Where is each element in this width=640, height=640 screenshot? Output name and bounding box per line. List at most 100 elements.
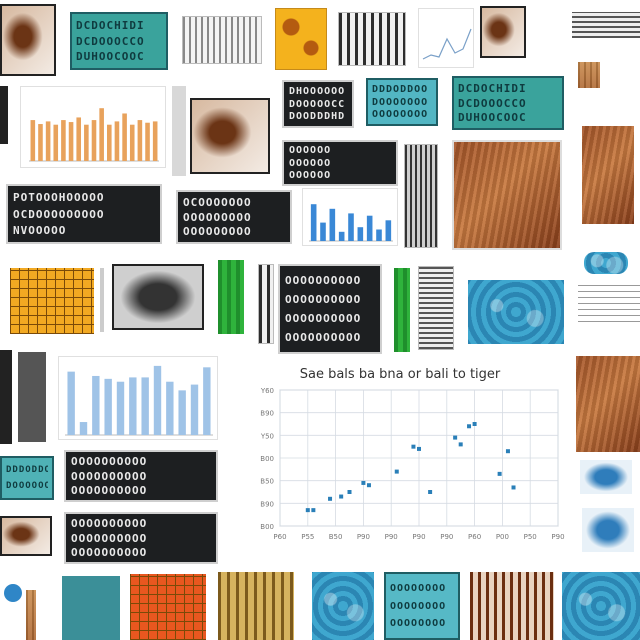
text-line: OOOOOOOOOO [71, 469, 148, 483]
blue-bar-chart-tile [58, 356, 218, 440]
dark-text-tile: POTOOOHOOOOO OCDOOOOOOOOO NVOOOOO [6, 184, 162, 244]
text-line: OCOOOOOOO [183, 195, 252, 209]
bar [107, 124, 112, 161]
blue-bar-chart-tile [302, 188, 398, 246]
bar [153, 365, 162, 435]
scatter-point [458, 442, 463, 447]
blue-circle-tile [4, 584, 22, 602]
bar [38, 124, 43, 161]
text-line: DOODDDHD [289, 111, 346, 123]
text-line: DDDODDOO [6, 465, 48, 476]
scatter-points [305, 422, 516, 513]
text-line: OOOOOOOOOO [285, 293, 362, 306]
dark-bar-tile [0, 350, 12, 444]
barcode-tile [338, 12, 406, 66]
dark-text-tile: OOOOOOOOOO OOOOOOOOOO OOOOOOOOOO OOOOOOO… [278, 264, 382, 354]
bar [338, 231, 345, 241]
x-tick-label: P60 [468, 533, 481, 541]
bar [376, 229, 382, 241]
orange-grid-tile [10, 268, 94, 334]
bar [310, 204, 317, 241]
water-texture-tile [562, 572, 640, 640]
bar [129, 124, 135, 161]
text-line: OOOOOOOOOO [71, 531, 148, 545]
text-line: DHOOOOOO [289, 85, 346, 97]
text-line: OOOOOOOOO [183, 210, 252, 224]
bar [67, 371, 75, 435]
scatter-point [361, 480, 366, 485]
x-tick-label: P90 [412, 533, 425, 541]
bar [92, 375, 100, 435]
text-line: DDDODDOO [372, 83, 429, 95]
bar [129, 377, 137, 435]
text-line: OOOOOOOOOO [71, 545, 148, 559]
dark-text-tile: OOOOOOOOOO OOOOOOOOOO OOOOOOOOOO [64, 450, 218, 502]
bar [53, 124, 59, 161]
text-line: DOOOOOOO [372, 96, 429, 108]
bar [30, 120, 36, 161]
bar [366, 215, 373, 241]
gray-stripe-tile [418, 266, 454, 350]
bar [45, 121, 51, 161]
bar [91, 120, 97, 161]
bar [137, 120, 143, 161]
gray-panel-tile [100, 268, 104, 332]
text-line: DUHOOCOOC [458, 111, 527, 125]
scatter-point [497, 471, 502, 476]
bar [122, 113, 127, 161]
text-line: OOOOOOOOOO [285, 331, 362, 344]
x-tick-label: P90 [357, 533, 370, 541]
bar [79, 422, 88, 435]
bar [348, 213, 354, 241]
gray-lines-tile [572, 12, 640, 38]
text-line: DOOOOOOO [6, 480, 48, 491]
text-line: OOOOOOOO [390, 618, 447, 630]
wood-tile [582, 126, 634, 224]
text-line: DOOOOOCC [289, 98, 346, 110]
chart-title: Sae bals ba bna or bali to tiger [300, 367, 501, 382]
bar [166, 381, 174, 435]
bar [385, 220, 392, 241]
text-line: NVOOOOO [13, 223, 67, 237]
bar [203, 367, 211, 435]
wood-photo-tile [0, 516, 52, 556]
bar [68, 122, 74, 161]
scatter-point [472, 422, 477, 426]
text-line: POTOOOHOOOOO [13, 191, 105, 205]
text-line: OOOOOO [289, 169, 332, 181]
wood-tile [26, 590, 36, 640]
orange-bar-chart [29, 108, 159, 162]
text-line: OOOOOO [289, 145, 332, 157]
y-tick-label: B00 [260, 455, 274, 463]
water-texture-tile [312, 572, 374, 640]
blue-swirl-tile [580, 460, 632, 494]
text-line: OOOOOOOOOO [285, 312, 362, 325]
bar [61, 120, 66, 161]
text-line: OOOOOOOO [390, 582, 447, 594]
gray-stripe-tile [182, 16, 262, 64]
teal-text-tile: DDDODDOO DOOOOOOO [0, 456, 54, 500]
bar [329, 208, 336, 241]
water-texture-tile [62, 576, 120, 640]
scatter-point [394, 469, 399, 474]
text-line: DCDOCHIDI [458, 81, 527, 95]
scatter-point [511, 485, 516, 490]
blue-bar-chart [309, 204, 393, 242]
gray-stripe-tile [258, 264, 274, 344]
orange-bar-chart-tile [20, 86, 166, 168]
gray-panel-tile [172, 86, 186, 176]
wood-tile [18, 352, 46, 442]
y-tick-label: B00 [260, 523, 274, 531]
y-tick-label: B90 [260, 500, 274, 508]
scatter-point [311, 508, 316, 513]
scatter-point [417, 446, 421, 451]
mini-line-chart [422, 28, 472, 60]
x-axis-ticks: P60 P55 B50 P90 P90 P90 P90 P60 P00 P50 P90 [273, 533, 564, 541]
blue-swirl-tile [582, 508, 634, 552]
dark-text-tile: OOOOOO OOOOOO OOOOOO [282, 140, 398, 186]
wood-tile [470, 572, 554, 640]
scatter-point [328, 496, 333, 501]
teal-text-tile: DDDODDOO DOOOOOOO OOOOOOOO [366, 78, 438, 126]
scatter-point [411, 444, 416, 449]
x-tick-label: P90 [440, 533, 453, 541]
